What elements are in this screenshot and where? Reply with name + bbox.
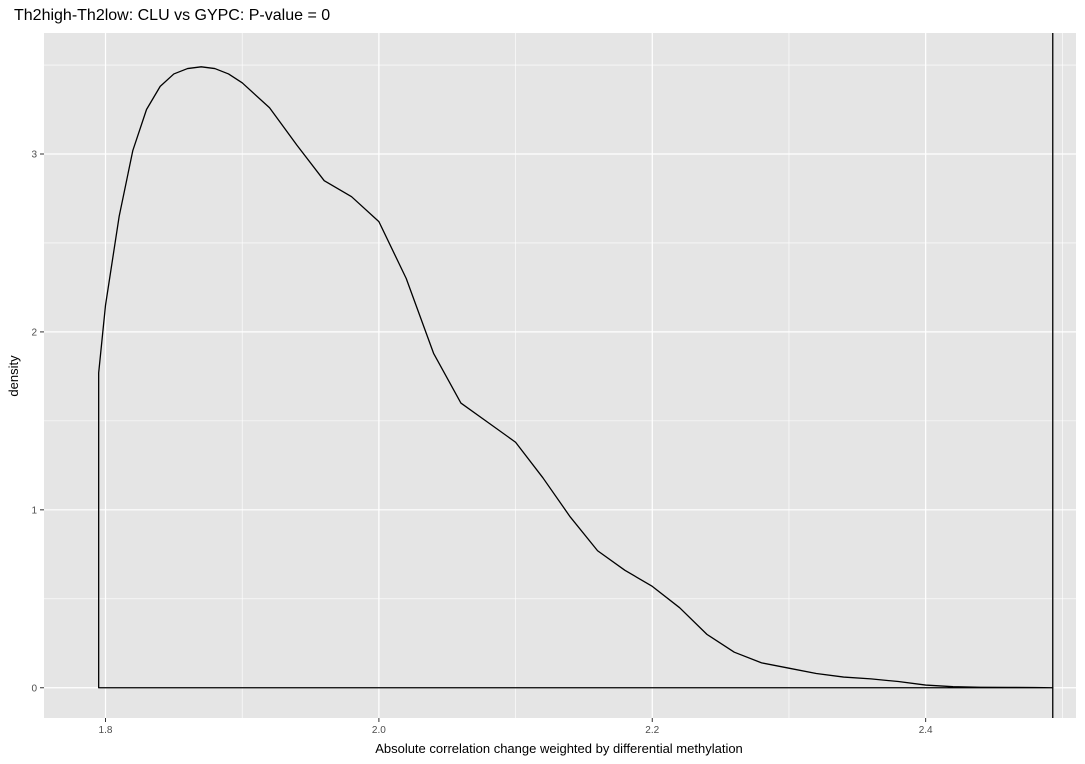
- x-tick-label: 1.8: [99, 725, 113, 736]
- plot-panel: [44, 33, 1076, 718]
- minor-gridlines: [44, 33, 1076, 718]
- x-tick-label: 2.0: [372, 725, 386, 736]
- y-tick-label: 1: [31, 505, 37, 516]
- chart-title: Th2high-Th2low: CLU vs GYPC: P-value = 0: [14, 7, 330, 24]
- y-tick-label: 2: [31, 327, 37, 338]
- y-tick-label: 0: [31, 683, 37, 694]
- y-tick-label: 3: [31, 149, 37, 160]
- x-tick-label: 2.2: [645, 725, 659, 736]
- y-axis-title: density: [6, 355, 21, 397]
- density-marks: [98, 33, 1054, 718]
- x-tick-label: 2.4: [919, 725, 933, 736]
- x-axis-title: Absolute correlation change weighted by …: [375, 741, 743, 756]
- density-curve: [98, 66, 1054, 689]
- axes: 1.8 2.0 2.2 2.4 0 1 2 3: [31, 149, 933, 736]
